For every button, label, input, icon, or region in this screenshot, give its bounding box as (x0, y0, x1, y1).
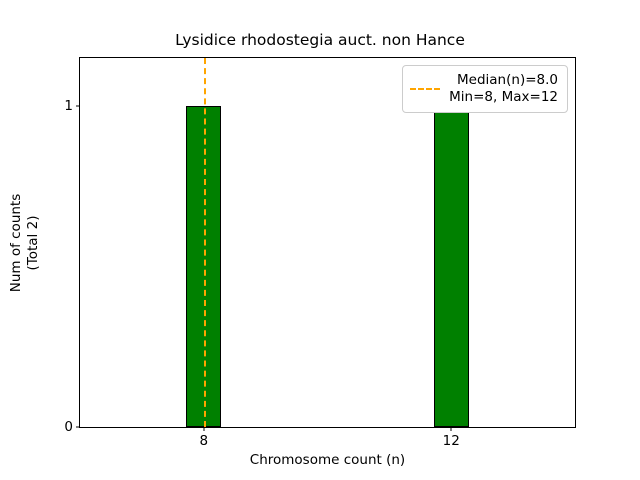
y-axis-label-line1: Num of counts (8, 193, 24, 292)
legend-row: Median(n)=8.0 Min=8, Max=12 (410, 72, 558, 106)
y-axis-label-container: Num of counts (Total 2) (0, 57, 50, 428)
legend: Median(n)=8.0 Min=8, Max=12 (402, 65, 568, 113)
bar-8 (186, 106, 222, 427)
legend-label-median: Median(n)=8.0 (457, 72, 558, 88)
chart-title: Lysidice rhodostegia auct. non Hance (175, 31, 465, 49)
y-tick-label-1: 1 (64, 98, 73, 115)
legend-text-group: Median(n)=8.0 Min=8, Max=12 (449, 72, 558, 106)
plot-area: 0 1 8 12 Median(n)=8.0 Min=8, Max=12 (64, 57, 576, 449)
y-tick-mark-1 (76, 105, 80, 107)
dashed-line-icon (410, 88, 441, 90)
x-tick-label-12: 12 (442, 433, 460, 449)
x-tick-mark-8 (203, 427, 205, 431)
median-line (203, 58, 206, 427)
legend-label-minmax: Min=8, Max=12 (449, 89, 558, 105)
x-tick-mark-12 (450, 427, 452, 431)
x-axis-label: Chromosome count (n) (249, 452, 406, 468)
bar-12 (433, 106, 469, 427)
y-axis-label: Num of counts (Total 2) (8, 193, 42, 292)
y-axis-label-line2: (Total 2) (25, 215, 41, 270)
x-tick-label-8: 8 (199, 433, 209, 449)
bars-layer (80, 58, 575, 427)
y-tick-mark-0 (76, 426, 80, 428)
y-tick-label-0: 0 (64, 419, 73, 435)
